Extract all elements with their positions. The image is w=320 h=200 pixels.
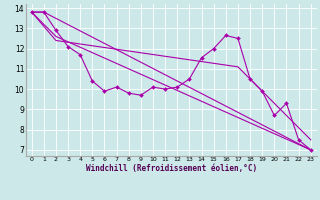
X-axis label: Windchill (Refroidissement éolien,°C): Windchill (Refroidissement éolien,°C) xyxy=(86,164,257,173)
